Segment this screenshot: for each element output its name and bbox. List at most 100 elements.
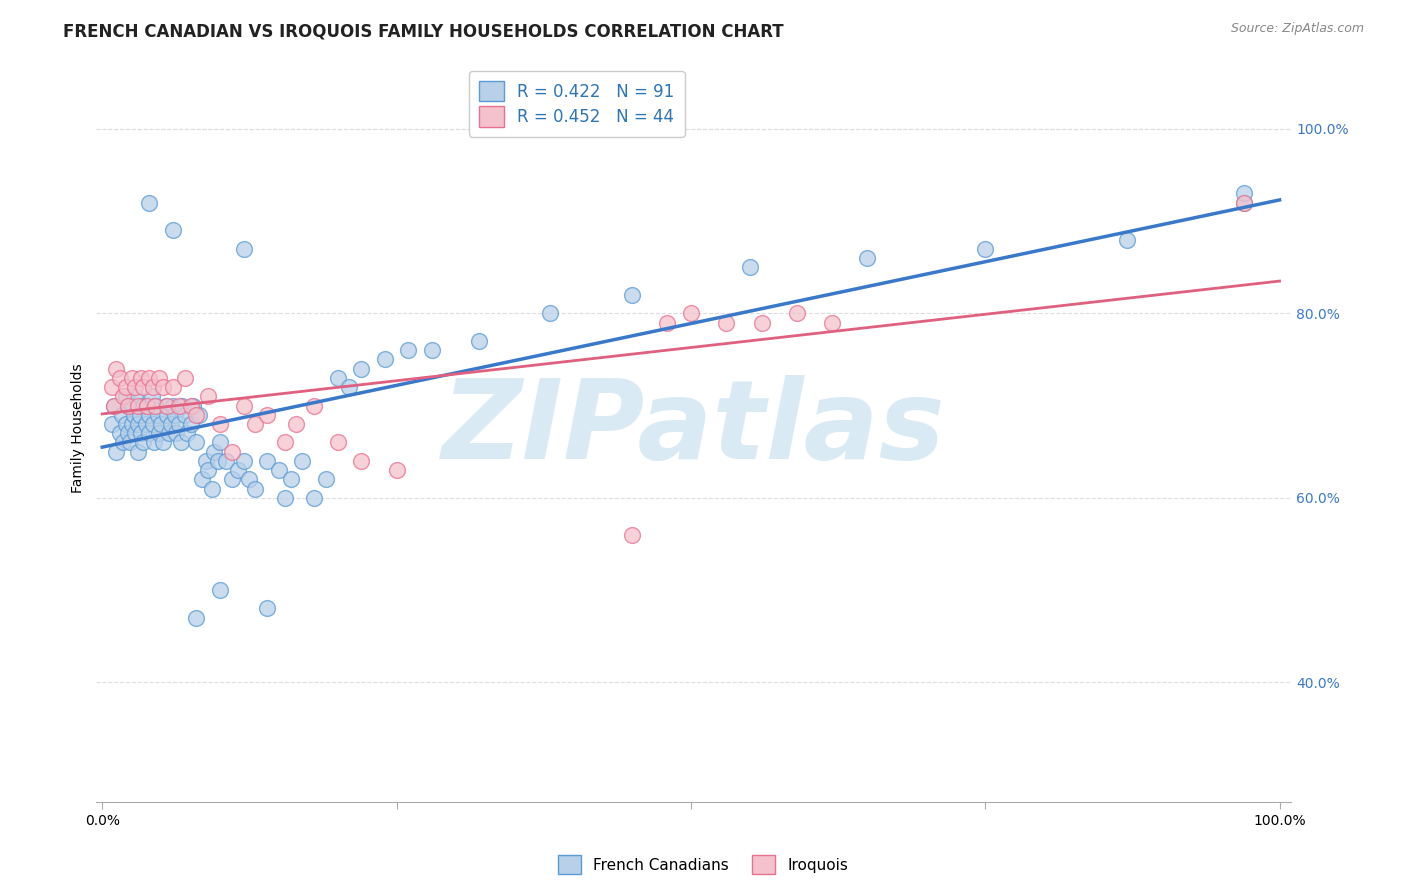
Point xyxy=(232,399,254,413)
Point xyxy=(207,454,229,468)
Point xyxy=(1233,195,1256,210)
Point xyxy=(187,408,209,422)
Point xyxy=(302,399,325,413)
Point xyxy=(176,426,198,441)
Point xyxy=(679,306,702,320)
Point xyxy=(186,610,208,624)
Point xyxy=(138,408,160,422)
Point xyxy=(159,417,181,431)
Point xyxy=(143,399,166,413)
Point xyxy=(143,399,166,413)
Point xyxy=(108,426,131,441)
Point xyxy=(117,399,139,413)
Point xyxy=(974,242,997,256)
Point xyxy=(155,399,177,413)
Point xyxy=(274,491,297,505)
Point xyxy=(162,380,184,394)
Point xyxy=(124,380,146,394)
Point xyxy=(291,454,314,468)
Point xyxy=(173,371,195,385)
Point xyxy=(121,371,143,385)
Point xyxy=(208,435,231,450)
Point xyxy=(194,454,217,468)
Point xyxy=(657,316,679,330)
Point xyxy=(256,601,278,615)
Point xyxy=(208,417,231,431)
Point xyxy=(202,444,225,458)
Point xyxy=(165,426,187,441)
Point xyxy=(173,408,195,422)
Text: ZIPatlas: ZIPatlas xyxy=(441,376,946,483)
Point xyxy=(122,408,145,422)
Point xyxy=(167,399,190,413)
Point xyxy=(132,399,155,413)
Point xyxy=(127,444,149,458)
Point xyxy=(112,435,135,450)
Point xyxy=(148,371,170,385)
Point xyxy=(156,408,179,422)
Point xyxy=(156,399,179,413)
Point xyxy=(111,408,134,422)
Point xyxy=(197,463,219,477)
Point xyxy=(186,435,208,450)
Point xyxy=(821,316,844,330)
Point xyxy=(256,408,278,422)
Point xyxy=(152,435,174,450)
Point xyxy=(148,426,170,441)
Point xyxy=(127,417,149,431)
Point xyxy=(238,472,260,486)
Point xyxy=(315,472,337,486)
Point xyxy=(621,288,644,302)
Point xyxy=(285,417,308,431)
Point xyxy=(751,316,773,330)
Point xyxy=(112,389,135,403)
Point xyxy=(143,435,166,450)
Point xyxy=(142,417,165,431)
Point xyxy=(786,306,808,320)
Point xyxy=(245,482,267,496)
Point xyxy=(108,371,131,385)
Text: FRENCH CANADIAN VS IROQUOIS FAMILY HOUSEHOLDS CORRELATION CHART: FRENCH CANADIAN VS IROQUOIS FAMILY HOUSE… xyxy=(63,22,785,40)
Point xyxy=(170,435,193,450)
Point xyxy=(245,417,267,431)
Point xyxy=(117,399,139,413)
Point xyxy=(138,426,160,441)
Point xyxy=(138,371,160,385)
Point xyxy=(136,399,159,413)
Point xyxy=(100,380,122,394)
Point xyxy=(350,454,373,468)
Point xyxy=(167,417,190,431)
Y-axis label: Family Households: Family Households xyxy=(72,364,86,493)
Point xyxy=(103,399,125,413)
Point xyxy=(114,417,136,431)
Point xyxy=(232,242,254,256)
Point xyxy=(172,399,194,413)
Point xyxy=(716,316,738,330)
Text: Source: ZipAtlas.com: Source: ZipAtlas.com xyxy=(1230,22,1364,36)
Point xyxy=(201,482,224,496)
Point xyxy=(103,399,125,413)
Point xyxy=(208,582,231,597)
Point xyxy=(124,389,146,403)
Point xyxy=(420,343,443,358)
Point xyxy=(121,417,143,431)
Point xyxy=(114,389,136,403)
Point xyxy=(181,399,204,413)
Point xyxy=(162,223,184,237)
Point xyxy=(339,380,361,394)
Point xyxy=(136,399,159,413)
Point xyxy=(191,472,214,486)
Point xyxy=(226,463,249,477)
Point xyxy=(157,426,180,441)
Point xyxy=(124,426,146,441)
Point xyxy=(1115,233,1137,247)
Point xyxy=(197,389,219,403)
Point xyxy=(105,444,128,458)
Point xyxy=(135,417,157,431)
Legend: R = 0.422   N = 91, R = 0.452   N = 44: R = 0.422 N = 91, R = 0.452 N = 44 xyxy=(470,71,685,136)
Point xyxy=(105,361,128,376)
Point xyxy=(738,260,761,275)
Point xyxy=(117,426,139,441)
Point xyxy=(326,371,349,385)
Point xyxy=(129,408,152,422)
